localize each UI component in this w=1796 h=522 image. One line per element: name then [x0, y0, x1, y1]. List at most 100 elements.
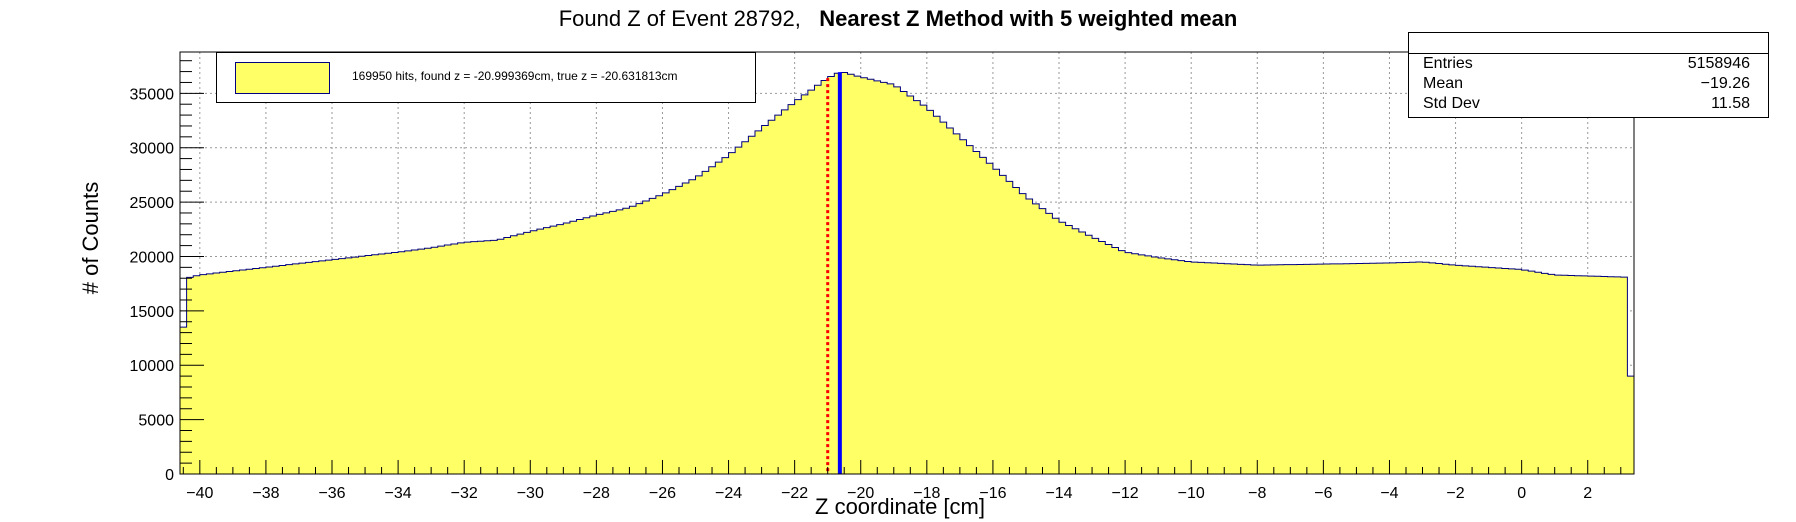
histogram-bin — [1283, 264, 1291, 474]
histogram-bin — [1455, 265, 1463, 474]
histogram-bin — [279, 265, 287, 474]
histogram-bin — [629, 206, 637, 474]
histogram-bin — [940, 122, 948, 474]
histogram-bin — [576, 219, 584, 474]
z-markers — [826, 72, 842, 474]
histogram-outline — [179, 71, 1635, 474]
histogram-bin — [206, 273, 214, 474]
histogram-bin — [688, 179, 696, 474]
histogram-bin — [1488, 267, 1496, 474]
x-tick-label: −40 — [186, 485, 213, 502]
histogram-bin — [1607, 276, 1615, 474]
histogram-bin — [1448, 264, 1456, 474]
histogram-bin — [1078, 232, 1086, 474]
y-axis-label: # of Counts — [78, 182, 103, 295]
histogram-bin — [920, 105, 928, 474]
histogram-bin — [351, 257, 359, 474]
histogram-bin — [1329, 263, 1337, 474]
histogram-bin — [1006, 181, 1014, 474]
histogram-bin — [1052, 218, 1060, 474]
histogram-bin — [827, 76, 835, 474]
histogram-bin — [1290, 264, 1298, 474]
histogram-bin — [801, 94, 809, 475]
legend-swatch — [235, 62, 330, 94]
histogram-bin — [887, 83, 895, 474]
histogram-bin — [365, 255, 373, 474]
histogram-bin — [378, 254, 386, 474]
histogram-bin — [371, 254, 379, 474]
stats-value: 11.58 — [1711, 95, 1750, 112]
histogram-bin — [424, 248, 432, 474]
stats-box: Entries 5158946 Mean −19.26 Std Dev 11.5… — [1408, 32, 1769, 118]
histogram-bin — [860, 77, 868, 475]
x-tick-label: −16 — [979, 485, 1006, 502]
histogram-bin — [246, 269, 254, 474]
histogram-bin — [1594, 276, 1602, 474]
histogram-bin — [1515, 269, 1523, 474]
histogram-bin — [1019, 193, 1027, 474]
histogram-bin — [1574, 275, 1582, 474]
histogram-bin — [358, 256, 366, 474]
histogram-bin — [517, 234, 525, 474]
histogram-bin — [1151, 257, 1159, 474]
histogram-bin — [662, 192, 670, 474]
histogram-bin — [873, 80, 881, 474]
histogram-bin — [226, 271, 234, 474]
x-tick-label: −6 — [1314, 485, 1332, 502]
x-tick-label: −20 — [847, 485, 874, 502]
histogram-bin — [543, 227, 551, 474]
histogram-bin — [933, 116, 941, 474]
histogram-bin — [1343, 263, 1351, 474]
histogram-bin — [437, 246, 445, 474]
histogram-bin — [490, 240, 498, 474]
histogram-bin — [1191, 262, 1199, 474]
histogram-bin — [305, 262, 313, 474]
histogram-bins — [179, 71, 1635, 475]
histogram-bin — [411, 249, 419, 474]
histogram-bin — [721, 157, 729, 474]
histogram-bin — [735, 147, 743, 474]
histogram-bin — [1627, 376, 1635, 474]
histogram-bin — [1270, 264, 1278, 474]
histogram-bin — [523, 232, 531, 474]
histogram-bin — [1164, 258, 1172, 474]
histogram-bin — [992, 169, 1000, 474]
y-tick-label: 15000 — [130, 304, 175, 321]
y-tick-label: 10000 — [130, 358, 175, 375]
histogram-bin — [503, 237, 511, 474]
histogram-bin — [1072, 228, 1080, 474]
histogram-bin — [536, 229, 544, 474]
title-normal: Found Z of Event 28792, — [558, 6, 801, 31]
x-tick-label: −10 — [1178, 485, 1205, 502]
histogram-bin — [973, 151, 981, 474]
axes: −40 −38 −36 −34 −32 −30 −28 −26 −24 −22 −20 −18 −16−… — [130, 51, 1635, 502]
histogram-bin — [616, 209, 624, 474]
histogram-bin — [1415, 262, 1423, 474]
histogram-bin — [265, 266, 273, 474]
histogram-bin — [867, 79, 875, 474]
histogram-bin — [213, 273, 221, 474]
histogram-bin — [1435, 263, 1443, 474]
histogram-bin — [1092, 238, 1100, 474]
histogram-bin — [1012, 187, 1020, 474]
histogram-bin — [807, 90, 815, 474]
histogram-bin — [1065, 225, 1073, 474]
histogram-bin — [589, 216, 597, 474]
histogram-bin — [569, 221, 577, 474]
histogram-bin — [1614, 276, 1622, 474]
histogram-bin — [708, 166, 716, 474]
histogram-bin — [1336, 263, 1344, 474]
histogram-bin — [1376, 263, 1384, 474]
stats-value: 5158946 — [1687, 55, 1750, 72]
x-tick-label: −4 — [1380, 485, 1398, 502]
stats-label: Std Dev — [1423, 95, 1480, 112]
y-tick-label: 5000 — [138, 413, 174, 430]
histogram-bin — [530, 230, 538, 474]
histogram-bin — [1481, 267, 1489, 474]
histogram-bin — [1468, 266, 1476, 474]
histogram-bin — [1098, 241, 1106, 474]
histogram-bin — [550, 226, 558, 474]
histogram-bin — [1548, 274, 1556, 474]
histogram-bin — [285, 264, 293, 474]
histogram-bin — [702, 171, 710, 475]
